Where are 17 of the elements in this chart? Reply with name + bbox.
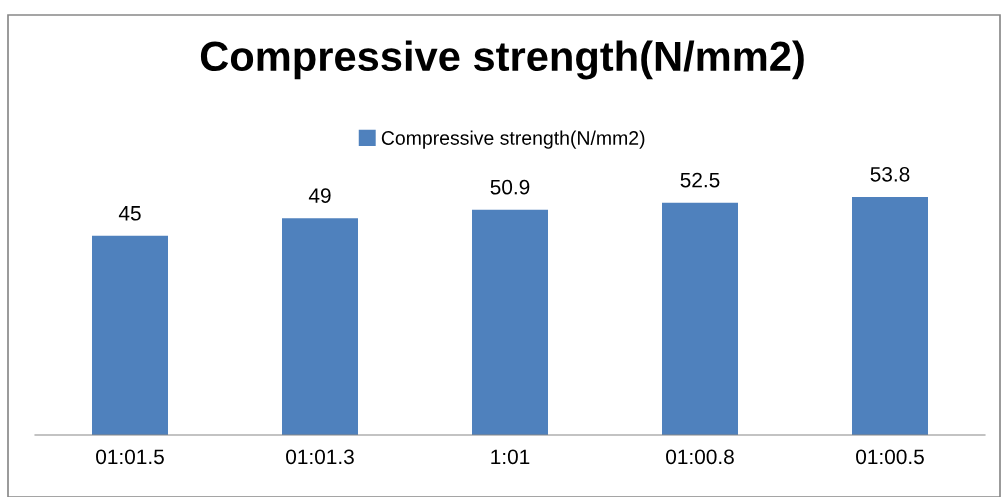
bar xyxy=(282,218,358,435)
data-label: 52.5 xyxy=(680,172,720,188)
x-tick-label: 01:01.5 xyxy=(96,449,164,465)
bar xyxy=(852,196,928,435)
data-label: 49 xyxy=(308,188,331,203)
data-label: 45 xyxy=(118,206,141,221)
chart-title: Compressive strength(N/mm2) xyxy=(200,40,804,80)
x-tick-label: 01:00.8 xyxy=(666,449,734,465)
x-tick-label: 01:00.5 xyxy=(856,449,924,465)
data-label: 50.9 xyxy=(490,179,530,195)
x-tick-label: 01:01.3 xyxy=(286,449,354,465)
bar xyxy=(92,235,168,435)
data-label: 53.8 xyxy=(870,166,910,182)
bar xyxy=(662,202,738,435)
bar xyxy=(472,209,548,435)
legend-label: Compressive strength(N/mm2) xyxy=(381,130,645,149)
x-tick-label: 1:01 xyxy=(491,449,530,465)
